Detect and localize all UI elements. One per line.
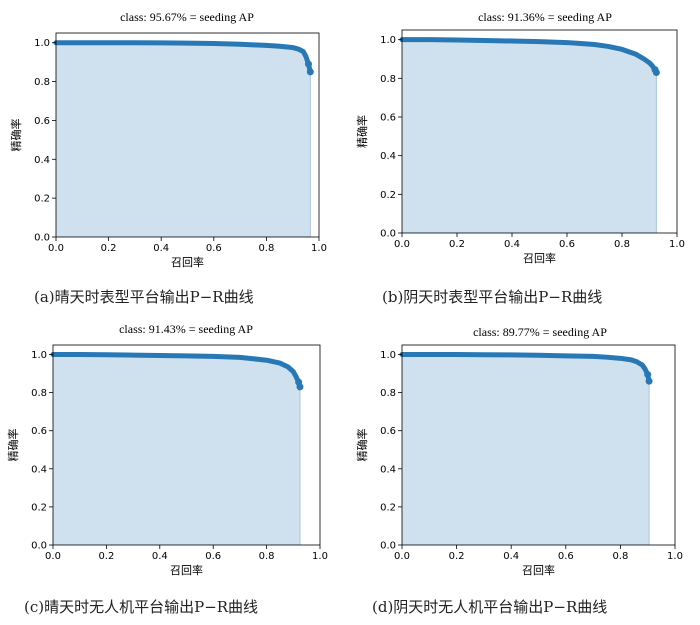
plot-frame <box>401 344 676 546</box>
pr-curve <box>53 40 313 75</box>
x-axis-label: 召回率 <box>171 255 204 269</box>
pr-area-fill <box>53 354 300 545</box>
figure-caption: (b)阴天时表型平台输出P−R曲线 <box>382 288 603 306</box>
x-axis-label: 召回率 <box>170 563 203 577</box>
x-tick-label: 1.0 <box>312 551 328 562</box>
x-tick-label: 0.8 <box>259 551 275 562</box>
pr-chart-d: class: 89.77% = seeding AP 0.0 0.2 0.4 0.6 0… <box>355 325 683 577</box>
y-axis-label: 精确率 <box>9 119 23 152</box>
x-tick-label: 0.2 <box>101 243 117 254</box>
y-axis-label: 精确率 <box>6 429 20 462</box>
x-tick-label: 0.0 <box>394 551 410 562</box>
y-tick-label: 0.6 <box>380 426 396 437</box>
x-tick-label: 0.4 <box>153 243 169 254</box>
y-axis-label: 精确率 <box>355 115 369 148</box>
x-tick-label: 0.8 <box>258 243 274 254</box>
x-tick-label: 0.6 <box>559 239 575 250</box>
x-axis-label: 召回率 <box>522 563 555 577</box>
plot-frame <box>401 29 678 234</box>
y-tick-label: 0.2 <box>380 190 396 201</box>
x-tick-label: 0.6 <box>205 551 221 562</box>
x-tick-label: 0.0 <box>45 551 61 562</box>
x-tick-label: 0.2 <box>98 551 114 562</box>
pr-point <box>651 66 659 74</box>
y-tick-label: 1.0 <box>34 38 50 49</box>
plot-frame <box>52 344 321 546</box>
pr-point <box>306 68 314 76</box>
y-tick-label: 0.6 <box>31 426 47 437</box>
y-tick-label: 0.8 <box>380 388 396 399</box>
y-tick-label: 0.6 <box>34 116 50 127</box>
y-tick-label: 0.0 <box>34 233 50 244</box>
chart-panel-b: class: 91.36% = seeding AP 0.0 0.2 0.4 0.6 0… <box>350 0 700 310</box>
x-tick-label: 0.6 <box>558 551 574 562</box>
pr-point <box>304 60 312 68</box>
y-tick-label: 1.0 <box>380 350 396 361</box>
x-tick-label: 0.2 <box>449 239 465 250</box>
x-tick-label: 0.0 <box>394 239 410 250</box>
x-tick-label: 1.0 <box>669 239 685 250</box>
y-tick-label: 0.8 <box>31 388 47 399</box>
y-tick-label: 0.4 <box>31 464 47 475</box>
x-tick-label: 1.0 <box>667 551 683 562</box>
pr-area-fill <box>402 354 650 545</box>
x-axis-label: 召回率 <box>523 251 556 265</box>
x-tick-label: 0.8 <box>614 239 630 250</box>
pr-curve <box>399 352 652 384</box>
chart-title: class: 91.36% = seeding AP <box>478 10 612 24</box>
chart-title: class: 95.67% = seeding AP <box>120 10 254 24</box>
y-tick-label: 0.0 <box>31 541 47 552</box>
pr-curve <box>50 352 303 390</box>
chart-panel-a: class: 95.67% = seeding AP 0.0 0.2 0.4 0.6 0… <box>0 0 350 310</box>
x-tick-label: 0.4 <box>152 551 168 562</box>
x-tick-label: 0.4 <box>504 239 520 250</box>
pr-point <box>644 371 652 379</box>
chart-title: class: 91.43% = seeding AP <box>119 322 253 336</box>
y-tick-label: 0.4 <box>380 464 396 475</box>
figure-caption: (c)晴天时无人机平台输出P−R曲线 <box>24 598 259 616</box>
y-tick-label: 0.0 <box>380 229 396 240</box>
y-tick-label: 1.0 <box>31 350 47 361</box>
y-tick-label: 0.2 <box>34 194 50 205</box>
y-tick-label: 0.0 <box>380 541 396 552</box>
pr-point <box>645 377 653 385</box>
x-tick-label: 0.0 <box>48 243 64 254</box>
chart-title: class: 89.77% = seeding AP <box>473 325 607 339</box>
y-tick-label: 0.6 <box>380 113 396 124</box>
y-tick-label: 0.2 <box>31 502 47 513</box>
x-tick-label: 1.0 <box>311 243 327 254</box>
y-tick-label: 1.0 <box>380 35 396 46</box>
pr-area-fill <box>402 39 657 233</box>
x-tick-label: 0.2 <box>449 551 465 562</box>
y-tick-label: 0.4 <box>380 151 396 162</box>
pr-chart-b: class: 91.36% = seeding AP 0.0 0.2 0.4 0.6 0… <box>355 10 685 265</box>
figure-caption: (d)阴天时无人机平台输出P−R曲线 <box>372 598 608 616</box>
plot-frame <box>55 32 320 238</box>
figure-caption: (a)晴天时表型平台输出P−R曲线 <box>34 288 254 306</box>
x-tick-label: 0.6 <box>206 243 222 254</box>
pr-area-fill <box>56 42 311 237</box>
pr-point <box>295 378 303 386</box>
y-tick-label: 0.8 <box>34 77 50 88</box>
y-tick-label: 0.8 <box>380 74 396 85</box>
pr-curve <box>399 37 659 76</box>
x-tick-label: 0.8 <box>612 551 628 562</box>
chart-panel-c: class: 91.43% = seeding AP 0.0 0.2 0.4 0.6 0… <box>0 315 350 625</box>
y-tick-label: 0.2 <box>380 502 396 513</box>
y-tick-label: 0.4 <box>34 155 50 166</box>
pr-chart-a: class: 95.67% = seeding AP 0.0 0.2 0.4 0.6 0… <box>9 10 327 269</box>
y-axis-label: 精确率 <box>355 429 369 462</box>
x-tick-label: 0.4 <box>503 551 519 562</box>
pr-chart-c: class: 91.43% = seeding AP 0.0 0.2 0.4 0.6 0… <box>6 322 328 577</box>
chart-panel-d: class: 89.77% = seeding AP 0.0 0.2 0.4 0.6 0… <box>350 315 700 625</box>
